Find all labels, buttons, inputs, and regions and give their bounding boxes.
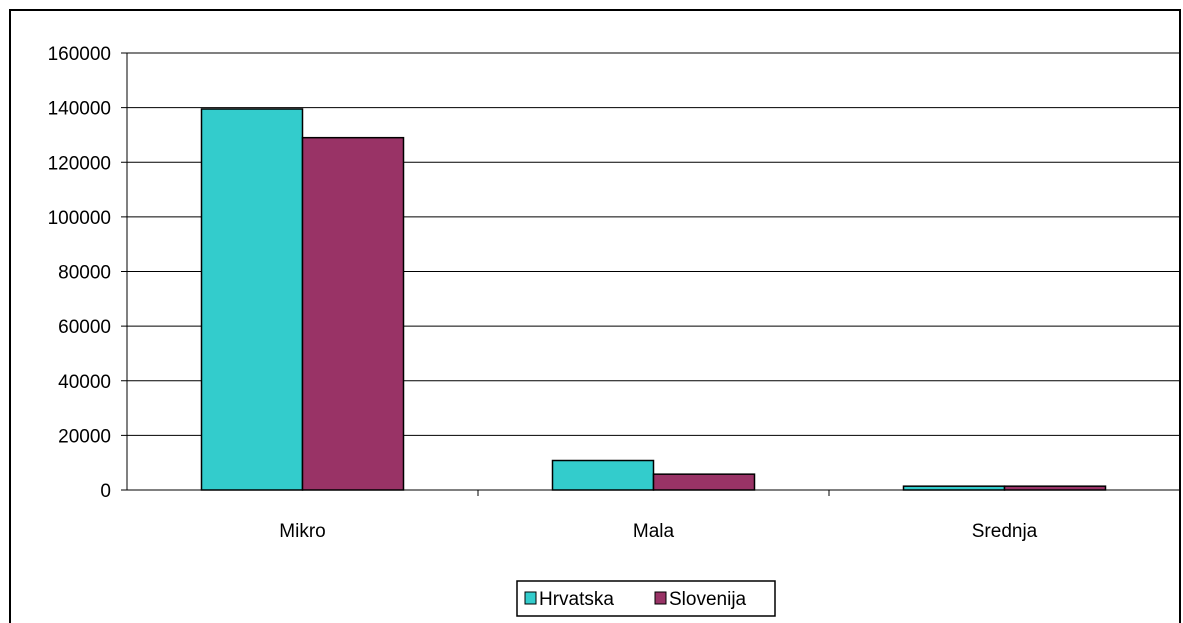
y-tick-label: 120000 (48, 153, 111, 174)
x-tick-label: Mala (633, 521, 675, 542)
y-tick-label: 0 (100, 481, 111, 502)
bar-hrvatska-mala (551, 459, 655, 491)
y-tick-label: 80000 (58, 263, 111, 284)
y-tick-label: 60000 (58, 317, 111, 338)
legend-swatch-hrvatska (524, 591, 537, 605)
y-tick-label: 100000 (48, 208, 111, 229)
legend-label-hrvatska: Hrvatska (539, 589, 614, 610)
legend-label-slovenija: Slovenija (669, 589, 747, 610)
bar-slovenija-mikro (301, 136, 405, 491)
y-tick-label: 40000 (58, 372, 111, 393)
bar-hrvatska-mikro (200, 108, 304, 491)
bars (200, 108, 1107, 491)
legend: Hrvatska Slovenija (516, 580, 776, 617)
axes (126, 53, 1180, 496)
bar-hrvatska-srednja (902, 485, 1006, 491)
x-tick-label: Srednja (972, 521, 1038, 542)
y-tick-label: 160000 (48, 44, 111, 65)
y-tick-label: 140000 (48, 99, 111, 120)
chart-frame (9, 9, 1181, 623)
bar-slovenija-srednja (1003, 485, 1107, 491)
bar-slovenija-mala (652, 473, 756, 491)
x-axis-labels: Mikro Mala Srednja (279, 521, 1037, 542)
y-axis-ticks: 0 20000 40000 60000 80000 100000 120000 140000 1… (48, 44, 127, 502)
y-tick-label: 20000 (58, 426, 111, 447)
x-tick-label: Mikro (279, 521, 325, 542)
legend-box (516, 580, 776, 617)
legend-swatch-slovenija (654, 591, 667, 605)
